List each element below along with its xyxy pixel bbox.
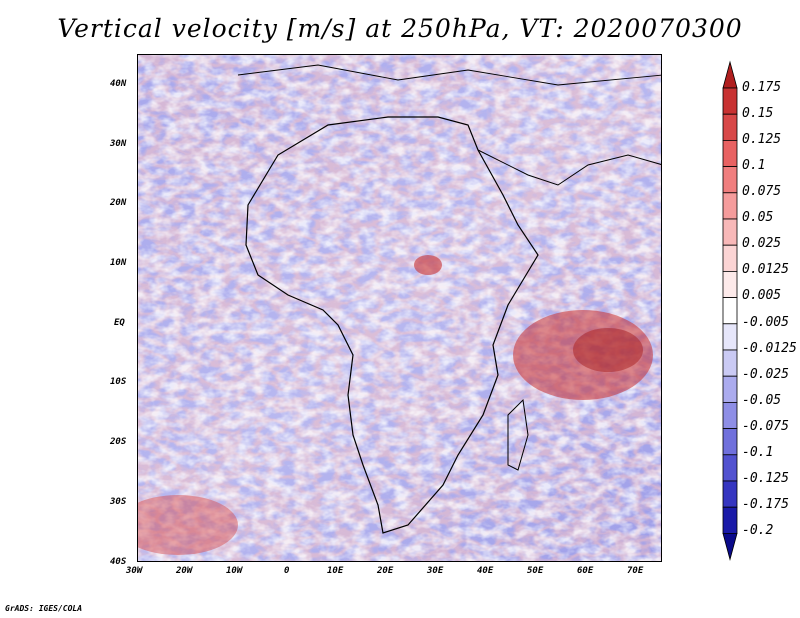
lat-tick-label: 30S: [110, 497, 127, 507]
colorbar-segment: [722, 297, 738, 325]
colorbar-label: -0.005: [742, 315, 789, 330]
colorbar-label: 0.075: [742, 184, 782, 199]
lon-tick-label: 30E: [427, 566, 444, 576]
colorbar-segment: [722, 480, 738, 508]
lat-tick-label: 10S: [110, 377, 127, 387]
colorbar-bottom-arrow: [722, 532, 738, 561]
colorbar-segment: [722, 140, 738, 168]
colorbar-label: 0.1: [742, 158, 766, 173]
middle-east-coastline: [477, 149, 661, 186]
lat-tick-label: 40N: [110, 79, 127, 89]
lon-tick-label: 50E: [527, 566, 544, 576]
lon-tick-label: 0: [284, 566, 290, 576]
lon-tick-label: 20W: [176, 566, 193, 576]
colorbar-segment: [722, 192, 738, 220]
colorbar-label: 0.05: [742, 210, 774, 225]
africa-coastline: [245, 116, 539, 534]
colorbar-segment: [722, 454, 738, 482]
madagascar-outline: [507, 398, 529, 471]
colorbar-label: -0.075: [742, 419, 789, 434]
colorbar-segment: [722, 244, 738, 272]
map-field-svg: [138, 55, 661, 561]
europe-coastline: [237, 64, 661, 86]
colorbar-segment: [722, 375, 738, 403]
colorbar-label: -0.025: [742, 367, 789, 382]
lon-tick-label: 70E: [627, 566, 644, 576]
lon-tick-label: 20E: [377, 566, 394, 576]
lat-tick-label: 20S: [110, 437, 127, 447]
colorbar-segment: [722, 506, 738, 534]
lon-tick-label: 60E: [577, 566, 594, 576]
colorbar-segment: [722, 270, 738, 298]
field-texture-white: [138, 55, 661, 561]
red-patch-core: [573, 328, 643, 372]
lon-tick-label: 10W: [226, 566, 243, 576]
colorbar-label: -0.1: [742, 445, 774, 460]
colorbar-label: 0.125: [742, 132, 782, 147]
lat-tick-label: 30N: [110, 139, 127, 149]
lat-tick-label: 20N: [110, 198, 127, 208]
colorbar-label: -0.125: [742, 471, 789, 486]
colorbar-label: -0.175: [742, 497, 789, 512]
footer-credit: GrADS: IGES/COLA: [5, 604, 83, 613]
colorbar-label: 0.025: [742, 236, 782, 251]
colorbar-label: -0.0125: [742, 341, 797, 356]
colorbar-segment: [722, 323, 738, 351]
velocity-map: [137, 54, 662, 562]
colorbar-segment: [722, 401, 738, 429]
lon-tick-label: 30W: [126, 566, 143, 576]
colorbar-segment: [722, 113, 738, 141]
red-patch-sudan: [414, 255, 442, 275]
colorbar-segment: [722, 349, 738, 377]
colorbar-segment: [722, 87, 738, 115]
colorbar-label: -0.05: [742, 393, 782, 408]
chart-title: Vertical velocity [m/s] at 250hPa, VT: 2…: [57, 14, 743, 43]
colorbar-label: 0.005: [742, 288, 782, 303]
red-patch-southwest: [138, 495, 238, 555]
colorbar-label: 0.175: [742, 80, 782, 95]
colorbar-segment: [722, 218, 738, 246]
lat-tick-label: EQ: [114, 318, 125, 328]
colorbar: [722, 60, 738, 561]
lat-tick-label: 40S: [110, 557, 127, 567]
colorbar-label: -0.2: [742, 523, 774, 538]
colorbar-label: 0.0125: [742, 262, 789, 277]
colorbar-label: 0.15: [742, 106, 774, 121]
lat-tick-label: 10N: [110, 258, 127, 268]
colorbar-segment: [722, 166, 738, 194]
lon-tick-label: 40E: [477, 566, 494, 576]
colorbar-top-arrow: [722, 60, 738, 89]
lon-tick-label: 10E: [327, 566, 344, 576]
colorbar-segment: [722, 428, 738, 456]
